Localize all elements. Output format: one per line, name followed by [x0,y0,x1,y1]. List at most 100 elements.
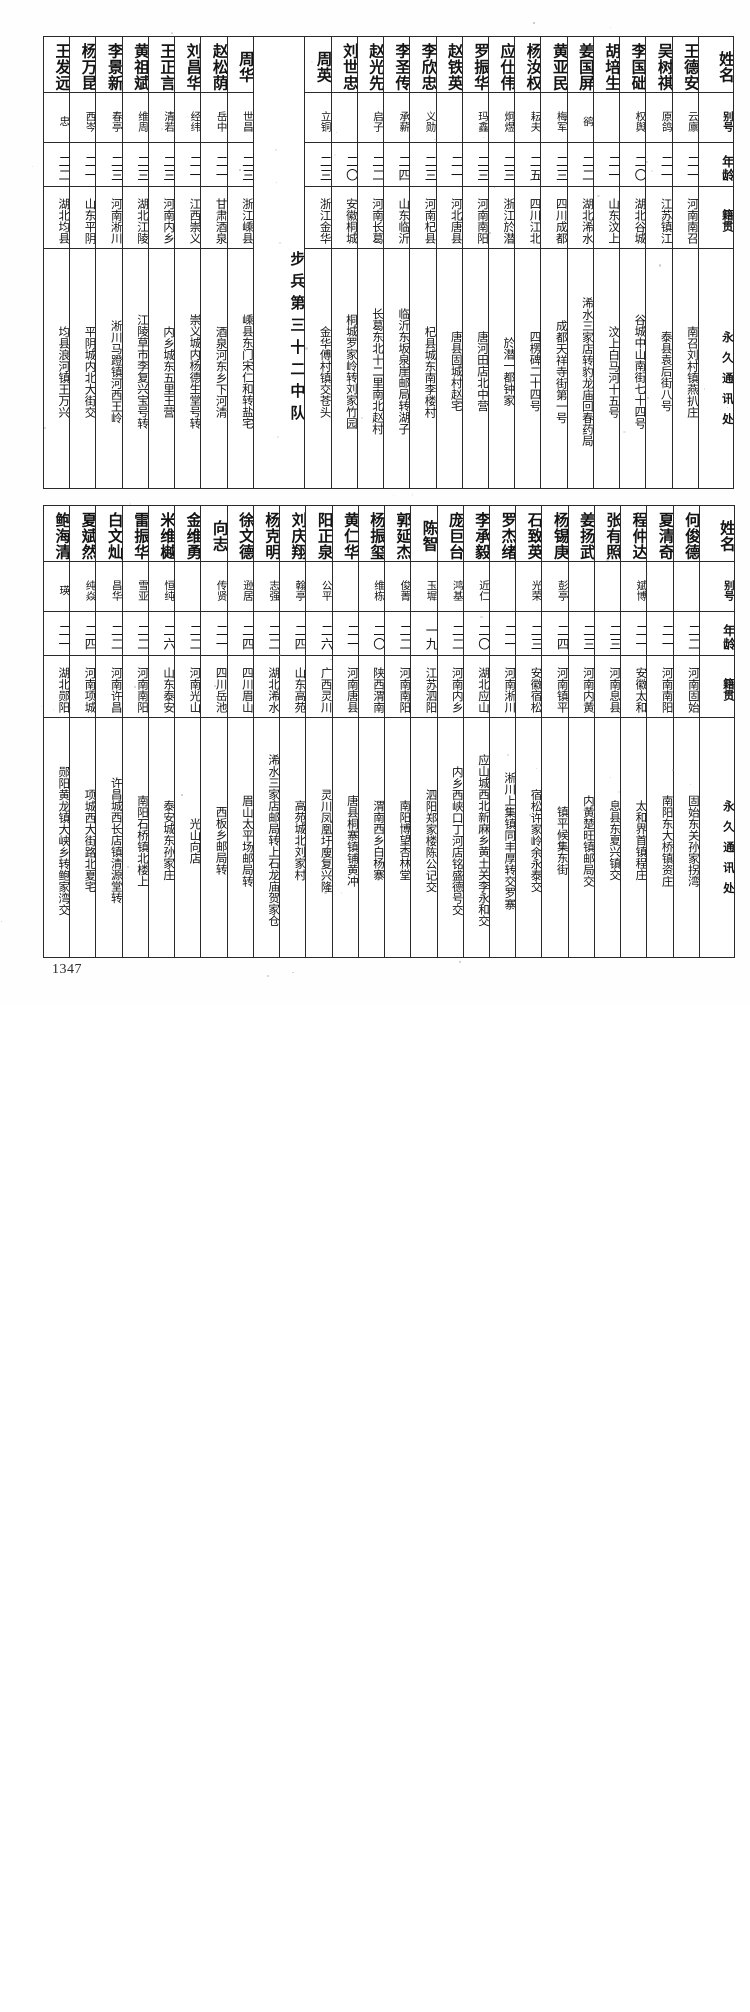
cell-name-text: 周华 [236,50,253,83]
cell-address-text: 桐城罗家岭转刘家竹园 [344,314,357,429]
cell-name-text: 李国础 [629,42,646,91]
cell-address-text: 嵊县东门宋仁和转盐宅 [240,314,253,429]
cell-alias [331,561,359,612]
cell-address-text: 郧阳黄龙镇大峡乡转鲍家湾交 [57,765,70,916]
cell-address-text: 长葛东北十二里南北赵村 [371,308,384,435]
row-label-alias: 别号 [697,92,734,143]
cell-native_place-text: 四川眉山 [240,666,253,713]
cell-name-text: 罗杰绪 [499,511,516,560]
cell-name: 何俊德 [672,505,700,562]
row-label-alias: 别号 [698,561,735,612]
row-label-name-text: 姓名 [716,50,733,83]
cell-age: 二三 [540,142,568,187]
cell-native_place: 四川成都 [540,186,568,249]
cell-age-text: 二二 [108,624,122,651]
row-address: 均县浪河镇王万兴 平阴城内北大街交 淅川马蹬镇河西王岭 江陵草市李复兴宝号转 内乡城东五… [42,248,734,489]
cell-age-text: 二一 [82,155,96,182]
cell-alias-text: 近仁 [477,580,489,601]
cell-native_place: 河南长葛 [356,186,385,249]
cell-native_place-text: 浙江金华 [318,197,331,244]
cell-address: 唐县固城村赵宅 [435,248,463,489]
cell-address-text: 成都天祥寺街第一号 [554,319,567,424]
cell-name: 夏清奇 [646,505,674,562]
cell-alias-text [674,562,699,615]
cell-age-text: 二〇 [632,155,646,182]
cell-name-text: 王德安 [681,42,698,91]
cell-native_place-text: 河南内乡 [162,197,175,244]
cell-native_place-text: 山东临沂 [397,197,410,244]
cell-native_place: 河北唐县 [435,186,463,249]
cell-age: 二一 [200,611,228,656]
cell-alias-text: 原鸽 [660,111,672,132]
cell-address-text: 内黄楚旺镇邮局交 [581,794,594,887]
cell-native_place: 浙江於潜 [487,186,516,249]
cell-native_place: 河南南阳 [461,186,489,249]
cell-name-text: 王发远 [53,42,70,91]
roster-bottom-body: 鲍海清 夏斌然 白文灿 雷振华 米维樾 金维勇 向志 徐文德 杨克明 刘庆翔 阳正泉 黄仁华 杨振玺 郭延… [42,505,735,958]
row-name: 王发远 杨万昆 李景新 黄祖斌 王正言 刘昌华 赵松荫 周华 步兵第三十二中队 周英 刘世忠 赵光先李… [42,36,734,489]
page-number: 1347 [52,962,82,977]
cell-alias-text: 义勋 [424,111,436,132]
cell-alias: 彭亭 [541,561,569,612]
cell-alias-text [595,562,620,615]
cell-address: 浠水三家店转豹龙庙回春药局 [566,248,594,489]
cell-age: 二〇 [330,142,358,187]
cell-alias-text: 公平 [320,580,332,601]
cell-native_place: 湖北浠水 [566,186,594,249]
cell-alias-text: 翰亭 [294,580,306,601]
cell-name: 姜扬武 [567,505,595,562]
cell-age-text: 二二 [579,155,593,182]
cell-age: 二二 [174,611,202,656]
cell-age: 二三 [567,611,595,656]
cell-alias [672,561,700,615]
row-label-age: 年龄 [698,611,735,656]
cell-name-text: 庞巨台 [446,511,463,560]
cell-address: 南阳博望杏林堂 [384,717,412,958]
cell-age: 二一 [645,142,673,187]
cell-name: 李欣忠 [409,36,437,93]
cell-native_place-text: 四川成都 [554,197,567,244]
cell-native_place-text: 河南南阳 [135,666,148,713]
cell-age-text: 二一 [187,155,201,182]
cell-age: 二二 [356,142,385,187]
cell-native_place-text: 安徽宿松 [529,666,542,713]
cell-native_place: 广西灵川 [305,655,333,718]
cell-address-text: 唐县固城村赵宅 [449,331,462,412]
cell-native_place-text: 河南内黄 [581,666,594,713]
cell-address: 成都天祥寺街第一号 [540,248,568,489]
cell-native_place-text: 浙江嵊县 [240,197,253,244]
cell-native_place-text: 安徽太和 [634,666,647,713]
cell-name: 刘世忠 [330,36,358,93]
cell-name: 夏斌然 [69,505,97,562]
cell-name: 张有照 [593,505,622,562]
cell-native_place-text: 陕西渭南 [372,666,385,713]
cell-address: 泗阳郑家楼陈公记交 [410,717,438,958]
cell-native_place: 四川岳池 [200,655,228,718]
cell-alias-text: 西岑 [84,111,96,132]
cell-native_place: 河南许昌 [95,655,123,718]
cell-name-text: 赵松荫 [210,42,227,91]
cell-age-text: 二〇 [343,155,357,182]
row-label-name-text: 姓名 [717,519,734,552]
scan-speckle [459,961,461,963]
cell-address-text: 南阳博望杏林堂 [398,800,411,881]
cell-address-text: 镇平候集东街 [555,806,568,875]
cell-name: 赵铁英 [435,36,463,93]
cell-age-text: 一九 [423,624,437,651]
cell-age-text: 二三 [528,624,542,651]
cell-native_place-text: 河南唐县 [345,666,358,713]
cell-address: 泰安城东孙家庄 [147,717,176,958]
cell-name: 郭延杰 [384,505,412,562]
cell-alias: 云廪 [671,92,699,143]
cell-address-text: 息县东夏兴镇交 [608,800,621,881]
cell-name: 黄祖斌 [121,36,149,93]
cell-alias-text: 雪亚 [136,580,148,601]
cell-native_place: 湖北应山 [462,655,490,718]
cell-address-text: 临沂东坂泉崖邮局转湖子 [397,308,410,435]
cell-native_place-text: 河南南阳 [398,666,411,713]
cell-age-text: 二三 [161,155,175,182]
cell-alias-text: 纯焱 [84,580,96,601]
cell-alias-text: 承薪 [398,111,410,132]
cell-alias: 公平 [305,561,333,612]
cell-native_place: 河南息县 [593,655,622,718]
